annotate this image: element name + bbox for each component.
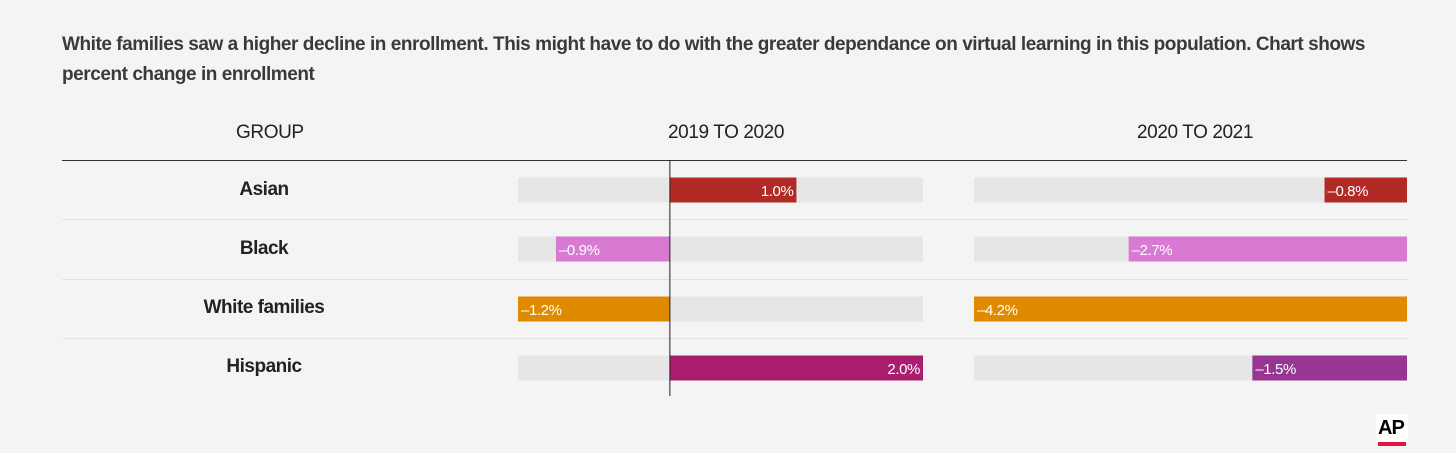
bar-asian-series-2	[1324, 177, 1407, 203]
header-rule	[62, 160, 1407, 161]
data-label: –2.7%	[1132, 242, 1173, 259]
data-label: 2.0%	[887, 361, 920, 378]
row-separator	[62, 338, 1407, 339]
ap-logo: AP	[1376, 414, 1408, 446]
row-label-hispanic: Hispanic	[226, 356, 302, 377]
row-label-asian: Asian	[239, 179, 289, 200]
column-header-group: GROUP	[236, 122, 304, 143]
data-label: –0.8%	[1328, 183, 1369, 200]
ap-logo-accent-bar	[1378, 442, 1406, 446]
data-label: 1.0%	[761, 183, 794, 200]
bar-white-families-series-2	[974, 296, 1407, 322]
bar-hispanic-series-2	[1252, 355, 1407, 381]
row-separator	[62, 279, 1407, 280]
row-separator	[62, 219, 1407, 220]
data-label: –1.2%	[521, 302, 562, 319]
ap-logo-text: AP	[1378, 417, 1405, 439]
bar-black-series-1	[555, 236, 670, 262]
bar-hispanic-series-1	[669, 355, 923, 381]
bar-white-families-series-1	[518, 296, 670, 322]
row-label-black: Black	[239, 238, 289, 259]
data-label: –1.5%	[1255, 361, 1296, 378]
bar-asian-series-1	[669, 177, 797, 203]
column-header-2019-2020: 2019 TO 2020	[668, 122, 784, 143]
column-header-2020-2021: 2020 TO 2021	[1137, 122, 1253, 143]
bar-black-series-2	[1128, 236, 1407, 262]
data-label: –4.2%	[977, 302, 1018, 319]
data-label: –0.9%	[559, 242, 600, 259]
chart-title: White families saw a higher decline in e…	[62, 34, 1365, 85]
row-label-white-families: White families	[203, 297, 325, 318]
